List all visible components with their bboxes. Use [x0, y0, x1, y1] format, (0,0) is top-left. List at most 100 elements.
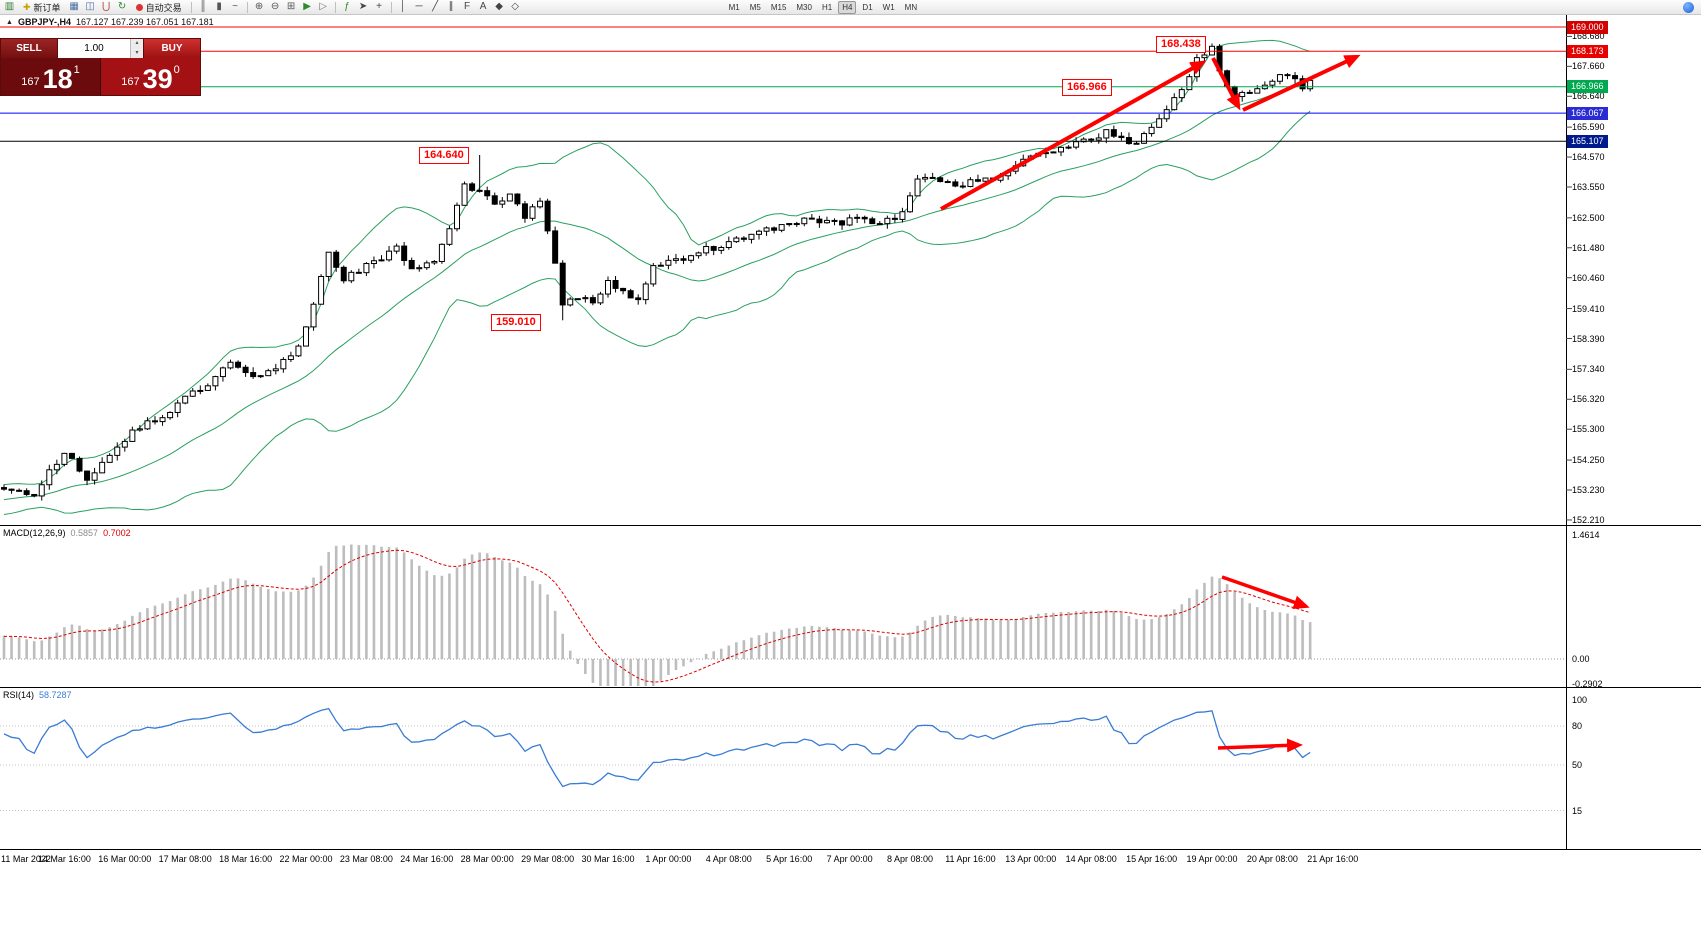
price-scale-label: 153.230 [1572, 485, 1605, 495]
rsi-scale-label: 100 [1572, 695, 1588, 705]
timeframe-h1[interactable]: H1 [821, 2, 833, 12]
cursor-icon[interactable]: ➤ [358, 1, 368, 12]
line-chart-icon[interactable]: ~ [232, 1, 238, 12]
autotrade-button-dot-icon [135, 3, 143, 11]
time-axis-label: 21 Apr 16:00 [1307, 854, 1359, 864]
price-scale-label: 152.210 [1572, 514, 1605, 525]
volume-up-icon[interactable]: ▴ [135, 40, 139, 46]
autotrade-button-label: 自动交易 [145, 2, 182, 13]
time-axis-label: 15 Apr 16:00 [1126, 854, 1178, 864]
horizontal-line-icon[interactable]: ─ [415, 1, 423, 12]
symbol-title: GBPJPY-,H4 [17, 17, 71, 27]
time-axis[interactable]: 11 Mar 2022 14 Mar 16:00 16 Mar 00:00 17 Ma… [0, 849, 1701, 867]
trend-arrow-up-main [940, 60, 1207, 211]
autotrade-button[interactable]: 自动交易 [132, 1, 186, 14]
new-order-button-icon: ✚ [23, 1, 31, 12]
tile-windows-icon[interactable]: ⊞ [286, 1, 296, 12]
autoscroll-icon[interactable]: ▶ [303, 1, 311, 12]
time-axis-label: 28 Mar 00:00 [460, 854, 514, 864]
macd-signal-line [3, 549, 1311, 683]
trend-arrows[interactable] [940, 54, 1361, 753]
price-scale-label: 163.550 [1572, 182, 1605, 192]
price-annotation[interactable]: 159.010 [491, 314, 541, 331]
time-axis-label: 7 Apr 00:00 [826, 854, 873, 864]
timeframe-m30[interactable]: M30 [796, 2, 812, 12]
time-axis-label: 8 Apr 08:00 [886, 854, 934, 864]
rsi-arrow [1217, 738, 1303, 753]
indicators-icon[interactable]: ƒ [344, 1, 350, 12]
timeframe-m15[interactable]: M15 [770, 2, 787, 12]
bollinger-bands [3, 39, 1311, 516]
time-axis-label: 23 Mar 08:00 [339, 854, 393, 864]
profiles-icon[interactable]: ◫ [85, 1, 95, 12]
shift-chart-icon[interactable]: ▷ [319, 1, 327, 12]
trendline-icon[interactable]: ╱ [432, 1, 439, 12]
crosshair-icon[interactable]: + [376, 1, 382, 12]
chart-windows-icon[interactable]: ▦ [69, 1, 79, 12]
volume-input[interactable] [58, 39, 130, 58]
horizontal-lines[interactable] [0, 26, 1566, 142]
shapes-icon[interactable]: ◇ [511, 1, 519, 12]
price-scale[interactable]: 168.680 167.660 166.640 165.590 164.570 163.5… [1567, 15, 1701, 866]
magnet-icon[interactable]: ⋃ [101, 1, 111, 12]
rsi-scale-label: 15 [1572, 805, 1583, 816]
timeframe-d1[interactable]: D1 [862, 2, 873, 12]
buy-button[interactable]: BUY [144, 39, 200, 58]
ohlc-bars-icon[interactable]: ║ [199, 1, 207, 12]
volume-stepper: ▴ ▾ [130, 39, 143, 58]
new-order-button[interactable]: ✚ 新订单 [19, 1, 65, 14]
price-annotation[interactable]: 166.966 [1062, 79, 1112, 96]
price-scale-label: 155.300 [1572, 424, 1605, 435]
community-icon[interactable] [1683, 1, 1694, 13]
time-axis-label: 14 Apr 08:00 [1065, 854, 1117, 864]
price-annotation[interactable]: 168.438 [1156, 36, 1206, 53]
timeframe-m1[interactable]: M1 [728, 2, 740, 12]
volume-down-icon[interactable]: ▾ [135, 49, 139, 56]
rsi-indicator-label: RSI(14) 58.7287 [3, 690, 72, 700]
sell-button[interactable]: SELL [1, 39, 57, 58]
rsi-line [3, 707, 1311, 788]
price-scale-label: 161.480 [1572, 242, 1605, 253]
macd-histogram [2, 544, 1312, 686]
macd-scale-label: 0.00 [1572, 654, 1590, 664]
vertical-line-icon[interactable]: │ [399, 1, 407, 12]
sell-price-sup: 1 [73, 64, 80, 76]
zoom-out-icon[interactable]: ⊖ [270, 1, 280, 12]
trend-arrow-pullback [1211, 57, 1241, 111]
refresh-icon[interactable]: ↻ [117, 1, 127, 12]
time-axis-label: 11 Mar 2022 [1, 854, 51, 864]
timeframe-w1[interactable]: W1 [882, 2, 895, 12]
new-chart-icon[interactable]: ▥ [4, 1, 15, 12]
toolbar: ▥ ✚ 新订单 ▦ ◫ ⋃ ↻ 自动交易 ║ ▮ ~ ⊕ ⊖ ⊞ ▶ ▷ ƒ ➤ + │ ─ ╱ ∥ F A ◆ ◇ M1 M5 M15 M… [0, 0, 1701, 15]
candlestick-icon[interactable]: ▮ [216, 1, 222, 12]
buy-price-display[interactable]: 167 39 0 [101, 58, 200, 95]
price-scale-label: 158.390 [1572, 333, 1605, 344]
time-axis-label: 24 Mar 16:00 [400, 854, 454, 864]
channel-icon[interactable]: ∥ [448, 1, 454, 12]
timeframe-mn[interactable]: MN [904, 2, 918, 12]
timeframe-m5[interactable]: M5 [749, 2, 761, 12]
sell-price-prefix: 167 [21, 76, 40, 88]
price-annotation[interactable]: 164.640 [419, 147, 469, 164]
timeframe-group: M1 M5 M15 M30 H1 H4 D1 W1 MN [725, 0, 922, 14]
arrows-tool-icon[interactable]: ◆ [495, 1, 503, 12]
trend-arrow-projection [1242, 54, 1361, 112]
buy-price-big: 39 [142, 64, 173, 94]
price-scale-label: 164.570 [1572, 152, 1605, 163]
sell-price-display[interactable]: 167 18 1 [1, 58, 101, 95]
time-axis-label: 20 Apr 08:00 [1246, 854, 1298, 864]
time-axis-label: 17 Mar 08:00 [158, 854, 212, 864]
rsi-title: RSI(14) [3, 690, 35, 700]
macd-scale-label: -0.2902 [1572, 678, 1603, 689]
rsi-value: 58.7287 [39, 690, 72, 700]
time-axis-label: 13 Apr 00:00 [1005, 854, 1057, 864]
text-label-icon[interactable]: A [479, 1, 487, 12]
timeframe-h4[interactable]: H4 [838, 0, 857, 14]
buy-price-sup: 0 [173, 64, 180, 76]
price-scale-label: 167.660 [1572, 61, 1605, 72]
rsi-scale-label: 50 [1572, 760, 1583, 770]
zoom-in-icon[interactable]: ⊕ [254, 1, 264, 12]
fibonacci-icon[interactable]: F [464, 1, 471, 12]
